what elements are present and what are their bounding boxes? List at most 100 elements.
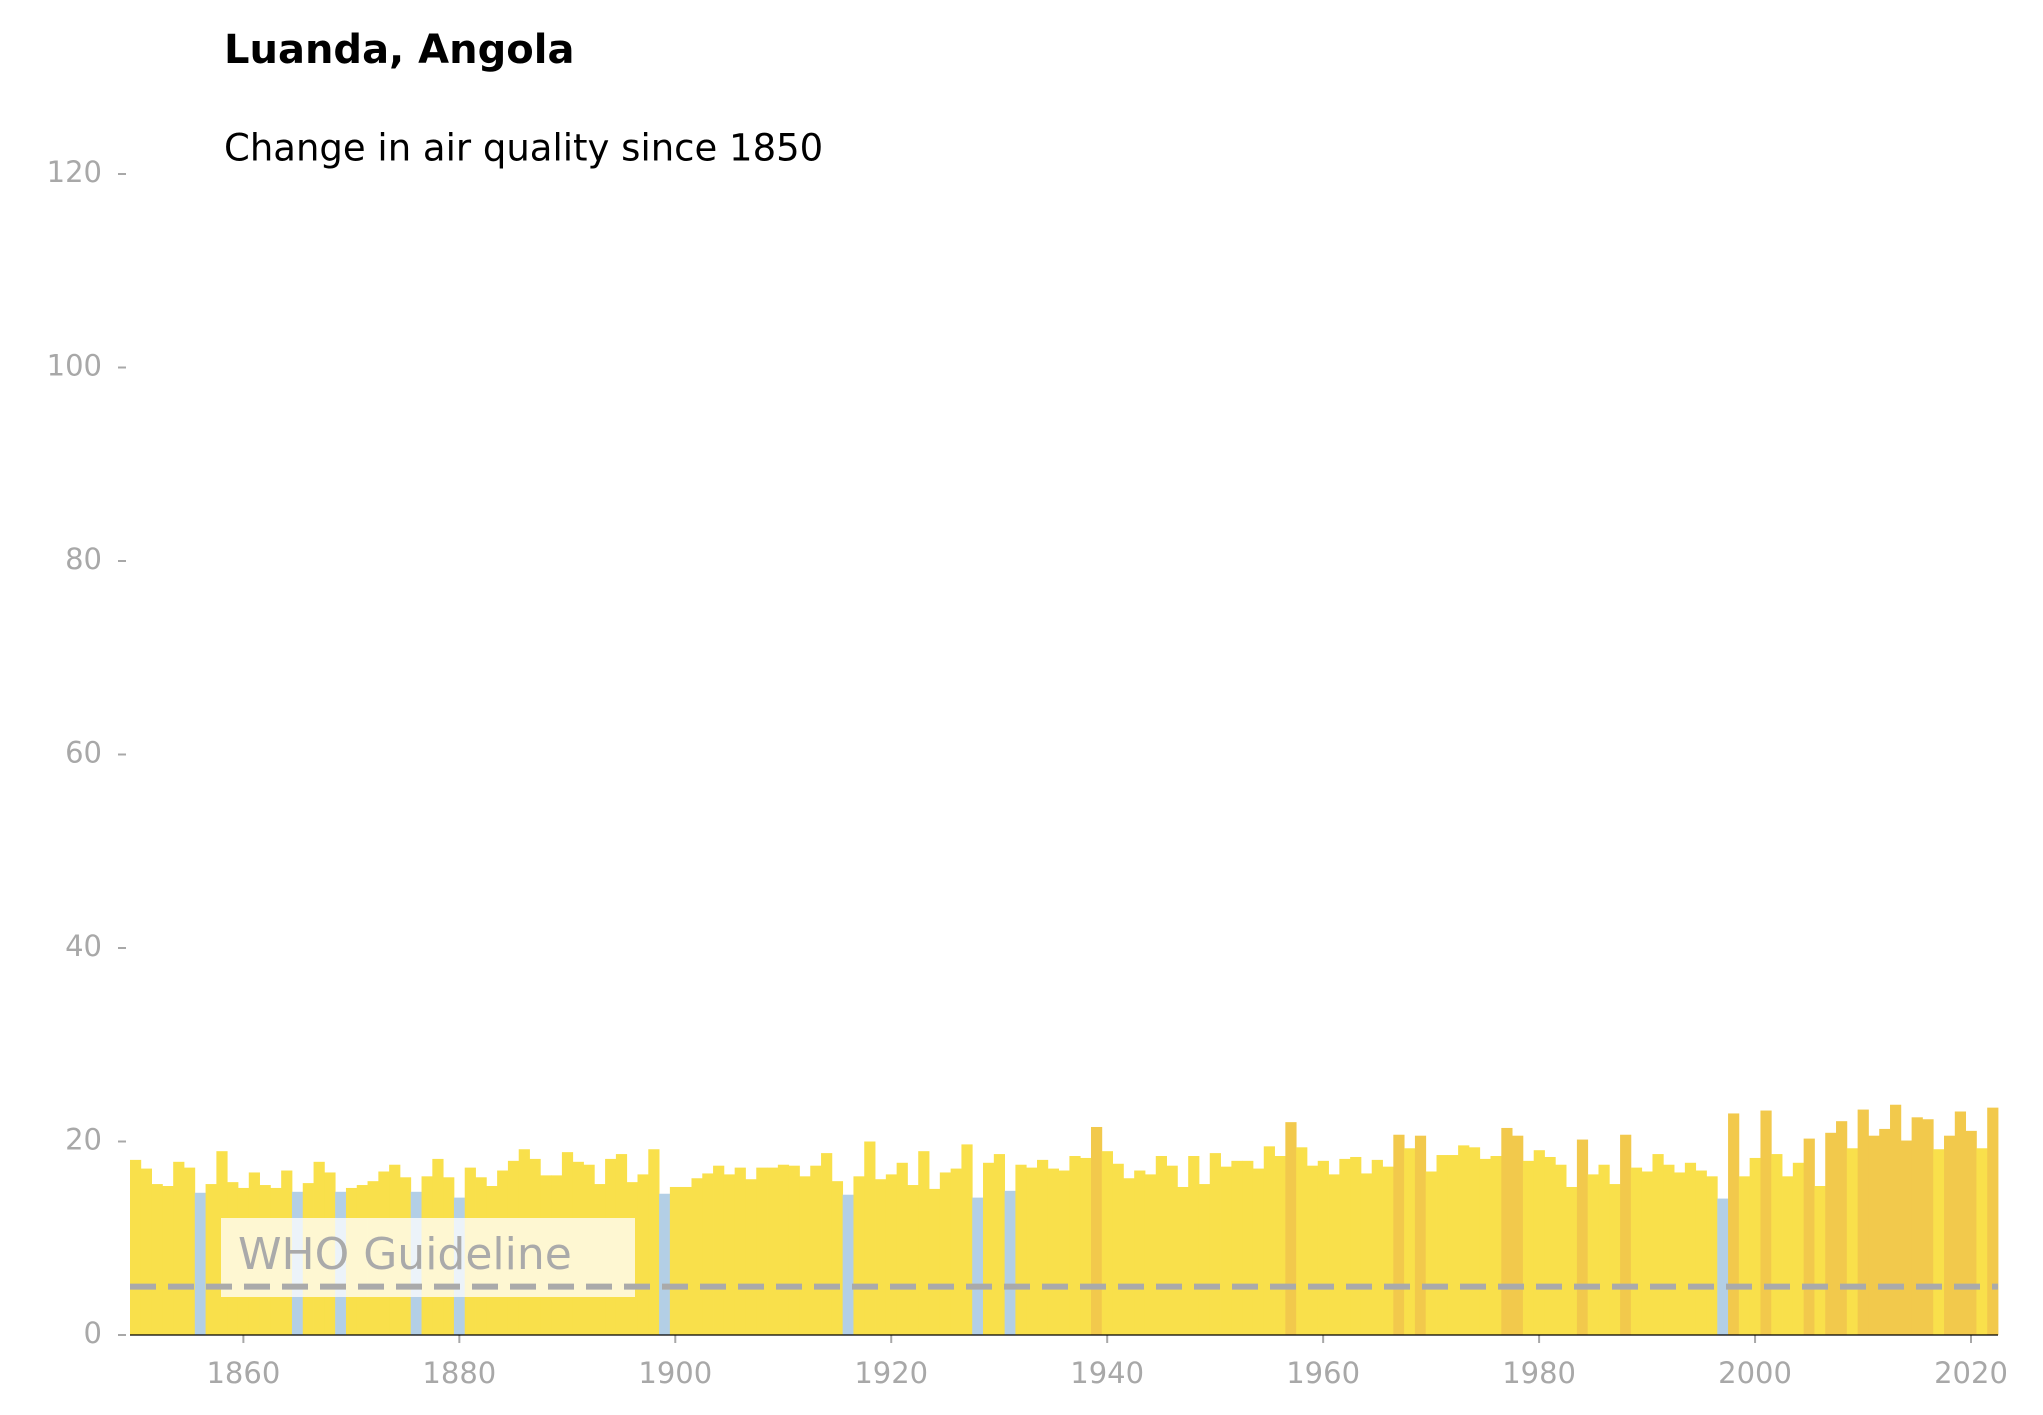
bar xyxy=(1836,1121,1848,1335)
bar xyxy=(1468,1147,1481,1335)
bar xyxy=(1134,1170,1146,1335)
bar xyxy=(205,1184,217,1335)
bar xyxy=(1015,1164,1027,1335)
bar xyxy=(810,1165,822,1335)
bar xyxy=(1911,1117,1923,1335)
bar xyxy=(1900,1140,1913,1335)
bar xyxy=(659,1193,671,1335)
bar xyxy=(961,1144,973,1335)
bar xyxy=(713,1165,725,1335)
bar xyxy=(1414,1135,1427,1335)
bar xyxy=(1706,1176,1718,1335)
bar xyxy=(853,1176,865,1335)
bar xyxy=(1782,1176,1794,1335)
chart-title: Luanda, Angola xyxy=(224,27,574,73)
y-tick-label: 80 xyxy=(65,542,102,576)
bar xyxy=(777,1164,790,1335)
bar xyxy=(1026,1167,1038,1335)
bar xyxy=(691,1178,703,1335)
bar xyxy=(151,1184,163,1335)
chart-subtitle: Change in air quality since 1850 xyxy=(224,127,823,170)
bar xyxy=(1350,1156,1362,1335)
x-tick-label: 2000 xyxy=(1718,1356,1792,1390)
bar xyxy=(140,1168,152,1335)
bar xyxy=(669,1186,682,1335)
bar xyxy=(1533,1150,1545,1335)
bar xyxy=(1209,1153,1221,1335)
bar xyxy=(1371,1159,1383,1335)
bar xyxy=(1663,1164,1675,1335)
x-tick-label: 1860 xyxy=(206,1356,280,1390)
bar xyxy=(1166,1165,1178,1335)
bar xyxy=(1155,1156,1167,1335)
y-tick-label: 40 xyxy=(65,929,102,963)
bar xyxy=(799,1176,811,1335)
bar xyxy=(1425,1171,1437,1335)
bar xyxy=(1220,1166,1232,1335)
bar xyxy=(918,1151,930,1335)
bar xyxy=(1263,1146,1275,1335)
bar xyxy=(1717,1198,1729,1335)
bar xyxy=(1490,1156,1502,1335)
bar xyxy=(1609,1184,1621,1335)
y-tick-label: 100 xyxy=(47,349,102,383)
bar xyxy=(983,1162,995,1335)
bar xyxy=(1037,1159,1049,1335)
bar xyxy=(173,1161,185,1335)
bar xyxy=(939,1172,952,1335)
y-tick-label: 60 xyxy=(65,736,102,770)
bar xyxy=(1101,1151,1113,1335)
bar xyxy=(875,1179,887,1335)
bar xyxy=(1555,1164,1567,1335)
bar xyxy=(1296,1147,1308,1335)
bar xyxy=(950,1168,962,1335)
bar xyxy=(1058,1170,1070,1335)
bar xyxy=(1674,1172,1686,1335)
bar xyxy=(1436,1155,1448,1335)
bar xyxy=(1857,1109,1869,1335)
bar xyxy=(1382,1166,1394,1335)
bar xyxy=(993,1154,1006,1335)
bar xyxy=(1922,1119,1934,1335)
bar xyxy=(1598,1164,1610,1335)
bar xyxy=(1090,1126,1103,1335)
bar xyxy=(745,1179,757,1335)
bar xyxy=(1641,1171,1653,1335)
bar xyxy=(1393,1134,1405,1335)
x-tick-label: 1900 xyxy=(638,1356,712,1390)
x-tick-label: 1980 xyxy=(1502,1356,1576,1390)
bar xyxy=(130,1159,142,1335)
bar xyxy=(972,1197,984,1335)
bar xyxy=(1749,1157,1761,1335)
bar xyxy=(734,1167,746,1335)
bar xyxy=(1306,1165,1319,1335)
bar xyxy=(723,1174,736,1335)
bar xyxy=(648,1149,660,1335)
bar xyxy=(1879,1128,1891,1335)
bar xyxy=(831,1181,844,1335)
bar xyxy=(1274,1156,1286,1335)
bar xyxy=(1587,1174,1599,1335)
bar xyxy=(194,1192,206,1335)
bar xyxy=(162,1186,174,1335)
bar xyxy=(1738,1176,1751,1335)
bar xyxy=(1317,1160,1329,1335)
bar xyxy=(1987,1107,1999,1335)
bar xyxy=(1944,1135,1956,1335)
reference-label: WHO Guideline xyxy=(238,1229,572,1280)
bar xyxy=(756,1167,768,1335)
bar xyxy=(1868,1135,1880,1335)
bar xyxy=(842,1194,854,1335)
bar xyxy=(1954,1111,1967,1335)
bar xyxy=(1285,1122,1297,1335)
bar xyxy=(1177,1186,1189,1335)
bar xyxy=(1695,1170,1707,1335)
bar xyxy=(1976,1148,1988,1335)
bar xyxy=(1630,1167,1643,1335)
bar xyxy=(1447,1155,1459,1335)
bar xyxy=(1458,1145,1470,1335)
bar xyxy=(1933,1149,1945,1335)
bar xyxy=(767,1167,779,1335)
bar xyxy=(1652,1154,1664,1335)
x-tick-label: 1960 xyxy=(1286,1356,1360,1390)
